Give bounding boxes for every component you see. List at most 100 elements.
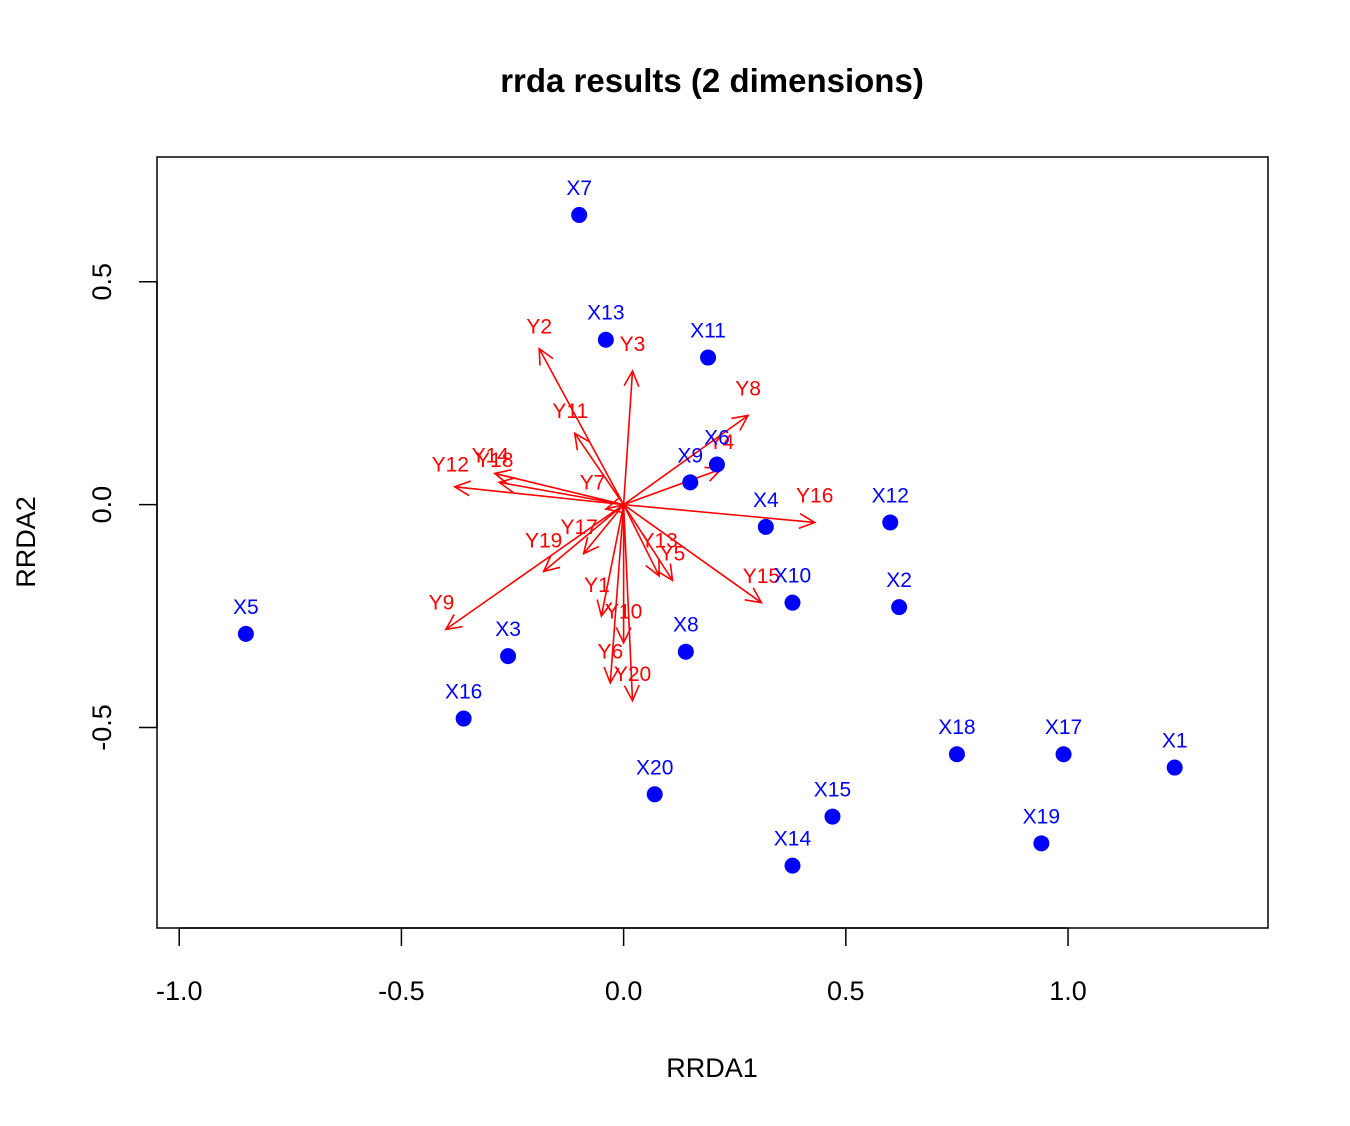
point-label: X12: [872, 484, 909, 507]
arrow-label: Y12: [432, 454, 469, 477]
point-x4: X4: [753, 489, 779, 535]
arrow-y13: Y13: [622, 504, 678, 578]
x-tick-label: 1.0: [1049, 976, 1087, 1006]
arrow-shaft: [574, 432, 625, 506]
arrow-y8: Y8: [623, 378, 761, 506]
point-label: X14: [774, 828, 812, 851]
plot-frame: [156, 156, 1269, 929]
point-marker: [784, 594, 801, 611]
point-marker: [571, 206, 588, 223]
arrow-head: [542, 555, 561, 573]
point-x9: X9: [677, 444, 703, 491]
arrow-label: Y10: [605, 601, 642, 624]
arrow-head: [497, 477, 516, 493]
arrow-shaft: [623, 468, 722, 506]
arrow-shaft: [622, 504, 660, 577]
arrow-label: Y5: [660, 543, 686, 566]
arrow-y16: Y16: [623, 485, 833, 530]
arrow-label: Y15: [743, 565, 780, 588]
point-x11: X11: [690, 320, 726, 366]
point-x12: X12: [872, 484, 909, 531]
arrow-shaft: [623, 414, 749, 506]
point-label: X19: [1023, 805, 1060, 828]
arrow-head: [596, 599, 613, 618]
point-marker: [597, 331, 614, 348]
arrow-shaft: [623, 503, 762, 604]
arrow-y1: Y1: [584, 504, 625, 618]
point-x10: X10: [774, 565, 811, 611]
point-x7: X7: [566, 177, 592, 223]
point-label: X1: [1162, 730, 1188, 753]
point-x16: X16: [445, 681, 482, 727]
point-marker: [682, 474, 699, 491]
arrow-y2: Y2: [526, 315, 625, 505]
arrow-y11: Y11: [552, 400, 625, 506]
arrow-shaft: [445, 503, 625, 631]
point-x1: X1: [1162, 730, 1188, 776]
arrow-label: Y3: [620, 333, 646, 356]
arrow-shaft: [623, 503, 815, 524]
arrow-y10: Y10: [605, 504, 642, 645]
point-label: X18: [938, 716, 975, 739]
point-label: X13: [587, 302, 624, 325]
arrow-shaft: [622, 370, 634, 505]
point-label: X3: [495, 618, 521, 641]
point-marker: [700, 349, 717, 366]
arrow-head: [452, 480, 472, 497]
arrow-head: [623, 369, 640, 387]
point-x6: X6: [704, 427, 730, 473]
arrow-label: Y16: [796, 485, 833, 508]
arrow-head: [573, 431, 590, 451]
arrow-shaft: [583, 504, 625, 555]
arrow-y3: Y3: [620, 333, 646, 505]
arrow-shaft: [622, 504, 634, 701]
arrow-label: Y11: [552, 400, 588, 423]
arrow-y6: Y6: [597, 504, 625, 685]
arrow-y12: Y12: [432, 454, 624, 506]
arrow-head: [615, 627, 632, 645]
point-marker: [1033, 835, 1050, 852]
y-tick-label: 0.5: [87, 263, 117, 301]
chart-title: rrda results (2 dimensions): [500, 62, 924, 99]
point-label: X16: [445, 681, 482, 704]
arrow-head: [731, 414, 750, 431]
arrow-head: [744, 587, 763, 604]
point-label: X11: [690, 320, 726, 343]
point-label: X4: [753, 489, 779, 512]
point-x3: X3: [495, 618, 521, 665]
point-label: X7: [566, 177, 592, 200]
arrow-label: Y1: [584, 574, 610, 597]
sample-points: X1 X2 X3 X4 X5 X6 X7 X8 X9 X10 X11 X12 X13 X14 X15 X16 X…: [233, 177, 1188, 874]
arrow-label: Y6: [597, 641, 623, 664]
arrow-label: Y8: [735, 378, 761, 401]
arrow-y9: Y9: [429, 503, 625, 631]
arrow-label: Y19: [525, 529, 562, 552]
arrow-shaft: [538, 348, 625, 505]
arrow-label: Y17: [560, 516, 597, 539]
arrow-shaft: [609, 504, 625, 683]
point-marker: [646, 786, 663, 803]
point-label: X10: [774, 565, 811, 588]
point-x15: X15: [814, 779, 851, 825]
point-marker: [1055, 746, 1072, 763]
arrow-y18: Y18: [476, 449, 624, 506]
x-tick-label: 0.5: [827, 976, 865, 1006]
arrow-shaft: [494, 472, 624, 506]
point-x8: X8: [673, 614, 699, 660]
point-label: X5: [233, 596, 259, 619]
arrow-shaft: [622, 504, 674, 581]
arrow-head: [582, 536, 600, 556]
arrow-label: Y20: [614, 663, 651, 686]
arrow-y19: Y19: [525, 504, 625, 573]
point-label: X2: [886, 569, 912, 592]
point-x5: X5: [233, 596, 259, 642]
arrow-shaft: [543, 504, 625, 573]
point-marker: [1166, 759, 1183, 776]
arrow-head: [444, 614, 463, 631]
arrow-label: Y9: [429, 592, 455, 615]
point-label: X20: [636, 756, 673, 779]
arrow-shaft: [600, 504, 625, 617]
point-marker: [757, 518, 774, 535]
arrow-y20: Y20: [614, 504, 651, 703]
